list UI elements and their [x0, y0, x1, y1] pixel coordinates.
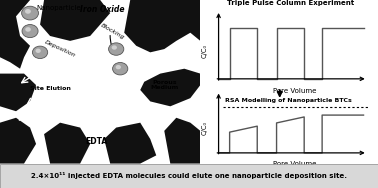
Circle shape — [25, 9, 31, 14]
Text: Pore Volume: Pore Volume — [273, 88, 316, 94]
Circle shape — [22, 6, 39, 20]
Title: Triple Pulse Column Experiment: Triple Pulse Column Experiment — [228, 0, 355, 6]
Polygon shape — [44, 123, 90, 164]
Text: EDTA: EDTA — [85, 137, 107, 146]
Polygon shape — [0, 74, 36, 111]
Circle shape — [33, 46, 48, 58]
Polygon shape — [140, 69, 200, 106]
Polygon shape — [164, 118, 200, 164]
Polygon shape — [124, 0, 200, 52]
Text: 2.4×10¹¹ injected EDTA molecules could elute one nanoparticle deposition site.: 2.4×10¹¹ injected EDTA molecules could e… — [31, 172, 347, 179]
Text: Iron Oxide: Iron Oxide — [80, 5, 125, 14]
Circle shape — [116, 65, 121, 69]
Polygon shape — [0, 0, 30, 69]
Circle shape — [113, 62, 128, 75]
Polygon shape — [104, 123, 156, 164]
Circle shape — [25, 27, 31, 32]
Text: Nanoparticle: Nanoparticle — [36, 5, 81, 11]
Text: Blocking: Blocking — [100, 23, 126, 40]
Circle shape — [36, 49, 41, 53]
Text: Porous
Medium: Porous Medium — [150, 80, 178, 90]
Text: C/C₀: C/C₀ — [201, 44, 208, 58]
Text: Deposition: Deposition — [44, 39, 77, 58]
Circle shape — [112, 45, 117, 50]
Text: Site Elution: Site Elution — [30, 86, 71, 91]
Polygon shape — [40, 0, 110, 41]
Circle shape — [108, 43, 124, 55]
Text: C/C₀: C/C₀ — [201, 121, 208, 135]
Text: Pore Volume: Pore Volume — [273, 161, 316, 167]
Polygon shape — [0, 118, 36, 164]
Text: RSA Modelling of Nanoparticle BTCs: RSA Modelling of Nanoparticle BTCs — [226, 98, 352, 103]
Circle shape — [22, 24, 38, 38]
